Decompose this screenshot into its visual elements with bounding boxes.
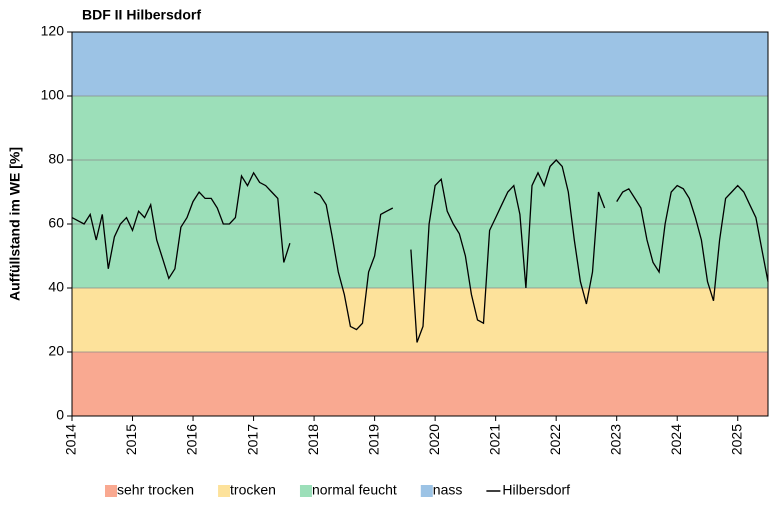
x-tick-label: 2019: [365, 424, 381, 455]
band: [72, 288, 768, 352]
legend-swatch: [299, 485, 312, 497]
plot-frame: [71, 31, 769, 417]
y-tick-label: 100: [41, 87, 65, 103]
legend-label: trocken: [230, 482, 276, 498]
x-tick-label: 2023: [607, 424, 623, 455]
y-axis-label: Auffüllstand im WE [%]: [7, 147, 23, 301]
series-line: [71, 159, 769, 343]
legend-label: normal feucht: [312, 482, 397, 498]
y-tick-label: 0: [56, 407, 64, 423]
x-tick-label: 2024: [668, 424, 684, 455]
legend-swatch: [218, 485, 231, 497]
legend-label: nass: [433, 482, 463, 498]
band: [72, 32, 768, 96]
x-tick-label: 2025: [728, 424, 744, 455]
band: [72, 96, 768, 288]
x-tick-label: 2020: [426, 424, 442, 455]
x-tick-label: 2014: [63, 424, 79, 455]
legend-swatch: [420, 485, 433, 497]
chart-title: BDF II Hilbersdorf: [82, 7, 201, 23]
y-tick-label: 80: [48, 151, 64, 167]
x-tick-label: 2016: [184, 424, 200, 455]
x-tick-label: 2022: [547, 424, 563, 455]
legend-label: Hilbersdorf: [502, 482, 570, 498]
x-tick-label: 2017: [244, 424, 260, 455]
x-tick-label: 2021: [486, 424, 502, 455]
x-tick-label: 2018: [305, 424, 321, 455]
legend-swatch: [105, 485, 117, 497]
x-tick-label: 2015: [123, 424, 139, 455]
legend-label: sehr trocken: [117, 482, 194, 498]
y-tick-label: 20: [48, 343, 64, 359]
y-tick-label: 40: [48, 279, 64, 295]
y-tick-label: 60: [48, 215, 64, 231]
band: [72, 352, 768, 416]
y-tick-label: 120: [41, 23, 65, 39]
